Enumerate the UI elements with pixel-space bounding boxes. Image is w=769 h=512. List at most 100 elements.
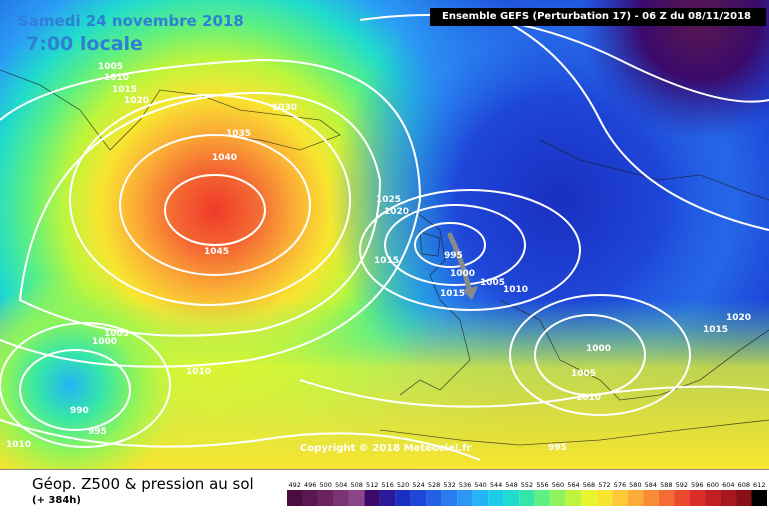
- isobar-label: 1005: [98, 62, 123, 72]
- legend-swatch: [519, 490, 535, 506]
- legend-value: 504: [335, 481, 347, 489]
- isobar-label: 1000: [586, 344, 611, 354]
- forecast-time: 7:00 locale: [26, 33, 143, 55]
- legend-value: 572: [598, 481, 610, 489]
- legend-value: 576: [614, 481, 626, 489]
- isobar-label: 1025: [376, 195, 401, 205]
- legend-value: 568: [583, 481, 595, 489]
- legend-swatch: [410, 490, 427, 506]
- isobars: [0, 9, 769, 461]
- isobar-label: 1015: [703, 325, 728, 335]
- legend-value: 512: [366, 481, 378, 489]
- isobar-label: 1010: [6, 440, 31, 450]
- legend-value: 608: [738, 481, 750, 489]
- legend-value: 532: [443, 481, 455, 489]
- legend-swatch: [736, 490, 752, 506]
- legend-swatch: [550, 490, 566, 506]
- legend-swatch: [457, 490, 473, 506]
- isobar-label: 1015: [374, 256, 399, 266]
- legend-swatch: [287, 490, 303, 506]
- legend-value: 596: [691, 481, 703, 489]
- legend-value: 552: [521, 481, 533, 489]
- legend-swatch: [705, 490, 721, 506]
- isobar-label: 1020: [384, 207, 409, 217]
- legend-value: 604: [722, 481, 734, 489]
- legend-value: 544: [490, 481, 502, 489]
- legend-value: 516: [381, 481, 393, 489]
- storm-track-arrowhead: [462, 286, 478, 300]
- legend-swatch: [395, 490, 411, 506]
- isobar-label: 990: [70, 406, 89, 416]
- legend-value: 496: [304, 481, 316, 489]
- model-run-info: Ensemble GEFS (Perturbation 17) - 06 Z d…: [430, 8, 766, 26]
- legend-value: 600: [707, 481, 719, 489]
- legend-swatch: [472, 490, 489, 506]
- legend-value: 592: [676, 481, 688, 489]
- legend-swatch: [581, 490, 597, 506]
- legend-value: 584: [645, 481, 657, 489]
- isobar-label: 995: [444, 251, 463, 261]
- isobar-label: 1015: [440, 289, 465, 299]
- legend-value: 540: [474, 481, 486, 489]
- legend-swatch: [565, 490, 582, 506]
- legend-value: 492: [289, 481, 301, 489]
- map-title: Géop. Z500 & pression au sol: [32, 475, 254, 493]
- storm-track-arrow: [447, 232, 473, 295]
- legend-value: 556: [536, 481, 548, 489]
- legend-value: 536: [459, 481, 471, 489]
- legend-value: 500: [319, 481, 331, 489]
- color-scale-legend: 492 496 500 504 508 512 516 520 524 528 532 536 540 5…: [287, 481, 767, 506]
- legend-swatch: [720, 490, 737, 506]
- isobar-labels: 1005101010151020103010351040104510251020…: [6, 62, 751, 453]
- isobar-label: 995: [548, 443, 567, 453]
- legend-swatch: [643, 490, 659, 506]
- legend-swatch: [488, 490, 504, 506]
- isobar-label: 1030: [272, 103, 297, 113]
- legend-value: 560: [552, 481, 564, 489]
- legend-value: 612: [753, 481, 765, 489]
- isobar-label: 1020: [124, 96, 149, 106]
- legend-value: 520: [397, 481, 409, 489]
- isobar-label: 995: [88, 427, 107, 437]
- map-footer: Géop. Z500 & pression au sol (+ 384h) 49…: [0, 469, 769, 512]
- weather-map: 1005101010151020103010351040104510251020…: [0, 0, 769, 469]
- isobar-label: 1000: [450, 269, 475, 279]
- legend-swatch: [317, 490, 334, 506]
- isobar-label: 1045: [204, 247, 229, 257]
- legend-swatch: [426, 490, 442, 506]
- isobar-label: 1010: [576, 393, 601, 403]
- legend-swatch: [658, 490, 675, 506]
- isobar-label: 1020: [726, 313, 751, 323]
- forecast-range: (+ 384h): [32, 495, 81, 506]
- isobar-label: 1035: [226, 129, 251, 139]
- isobar-label: 1015: [112, 85, 137, 95]
- legend-swatch: [503, 490, 520, 506]
- forecast-date: Samedi 24 novembre 2018: [18, 12, 244, 30]
- legend-swatch: [612, 490, 628, 506]
- legend-value: 528: [428, 481, 440, 489]
- legend-swatch: [596, 490, 613, 506]
- legend-swatch: [751, 490, 767, 506]
- legend-value: 548: [505, 481, 517, 489]
- legend-swatch: [379, 490, 396, 506]
- legend-value: 564: [567, 481, 579, 489]
- isobar-label: 1005: [571, 369, 596, 379]
- legend-swatch: [302, 490, 318, 506]
- isobar-label: 1005: [104, 329, 129, 339]
- isobar-label: 1040: [212, 153, 237, 163]
- legend-value: 588: [660, 481, 672, 489]
- legend-swatch: [674, 490, 690, 506]
- legend-swatch: [534, 490, 551, 506]
- legend-swatch: [689, 490, 706, 506]
- isobar-label: 1010: [186, 367, 211, 377]
- isobar-label: 1010: [104, 73, 129, 83]
- isobar-label: 1010: [503, 285, 528, 295]
- legend-value: 508: [350, 481, 362, 489]
- legend-value: 524: [412, 481, 424, 489]
- isobar-label: 1005: [480, 278, 505, 288]
- legend-swatch: [333, 490, 349, 506]
- isobar-label: 1000: [92, 337, 117, 347]
- legend-swatch: [627, 490, 644, 506]
- legend-swatch: [364, 490, 380, 506]
- legend-swatch: [441, 490, 458, 506]
